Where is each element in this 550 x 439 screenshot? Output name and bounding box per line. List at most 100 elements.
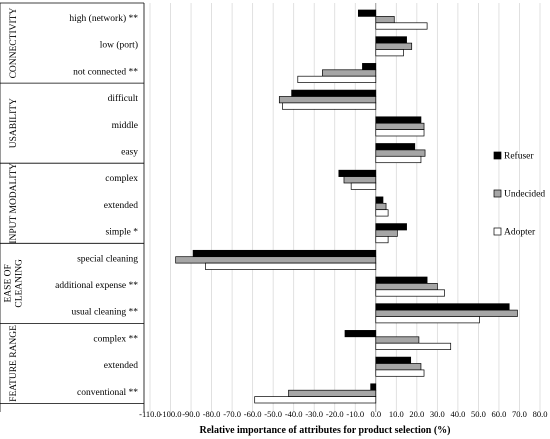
category-label: extended bbox=[104, 201, 139, 211]
bar-refuser bbox=[375, 196, 384, 204]
bar-adopter bbox=[375, 22, 428, 30]
category-label: not connected ** bbox=[73, 67, 138, 77]
x-tick-label: 10.0 bbox=[389, 409, 404, 419]
bar-adopter bbox=[375, 209, 389, 217]
legend-swatch-adopter bbox=[493, 227, 502, 236]
bar-refuser bbox=[375, 276, 428, 284]
x-tick-label: -80.0 bbox=[203, 409, 221, 419]
legend-label: Adopter bbox=[504, 228, 536, 238]
bar-refuser bbox=[375, 143, 416, 151]
group-label: CONNECTIVITY bbox=[9, 8, 19, 79]
bar-marks bbox=[175, 9, 518, 404]
legend-swatch-undecided bbox=[493, 189, 502, 198]
bar-undecided bbox=[375, 336, 420, 344]
bar-refuser bbox=[357, 9, 377, 17]
gridlines bbox=[149, 3, 541, 412]
category-label: extended bbox=[104, 361, 139, 371]
bar-undecided bbox=[288, 389, 377, 397]
x-tick-label: -20.0 bbox=[326, 409, 344, 419]
x-tick-label: -110.0 bbox=[139, 409, 161, 419]
category-label: additional expense ** bbox=[55, 281, 138, 291]
bar-adopter bbox=[375, 236, 389, 244]
category-label: high (network) ** bbox=[69, 13, 138, 24]
x-axis-label: Relative importance of attributes for pr… bbox=[200, 425, 451, 436]
x-tick-label: -40.0 bbox=[285, 409, 303, 419]
bar-refuser bbox=[375, 303, 510, 311]
legend-label: Refuser bbox=[504, 151, 534, 162]
bar-undecided bbox=[343, 176, 377, 184]
x-tick-label: 80.0 bbox=[533, 409, 548, 419]
bar-refuser bbox=[338, 169, 377, 177]
category-label: low (port) bbox=[100, 40, 138, 51]
bar-adopter bbox=[375, 316, 480, 324]
category-label: middle bbox=[112, 121, 138, 131]
category-labels: high (network) ** low (port) not connected… bbox=[55, 13, 138, 398]
category-label: simple * bbox=[106, 228, 139, 238]
bar-undecided bbox=[375, 122, 425, 130]
bar-adopter bbox=[254, 396, 377, 404]
x-tick-label: -60.0 bbox=[244, 409, 262, 419]
x-tick-label: -70.0 bbox=[223, 409, 241, 419]
x-tick-label: 0.0 bbox=[370, 409, 381, 419]
bar-undecided bbox=[375, 363, 422, 371]
bar-undecided bbox=[375, 229, 398, 237]
x-tick-label: 70.0 bbox=[512, 409, 527, 419]
bar-undecided bbox=[278, 96, 377, 104]
category-label: easy bbox=[121, 148, 138, 158]
bar-adopter bbox=[375, 342, 452, 350]
bar-undecided bbox=[375, 16, 395, 24]
x-tick-label: -50.0 bbox=[264, 409, 282, 419]
group-label: CLEANING bbox=[15, 259, 25, 308]
bar-refuser bbox=[192, 249, 377, 258]
bar-undecided bbox=[375, 149, 426, 157]
bar-adopter bbox=[350, 182, 377, 190]
bar-undecided bbox=[375, 309, 518, 317]
x-tick-label: 50.0 bbox=[471, 409, 486, 419]
x-tick-label: 40.0 bbox=[450, 409, 465, 419]
bar-adopter bbox=[375, 129, 425, 137]
bar-refuser bbox=[362, 63, 377, 71]
category-label: conventional ** bbox=[77, 388, 138, 398]
x-tick-label: -90.0 bbox=[182, 409, 200, 419]
bar-refuser bbox=[344, 330, 377, 338]
x-tick-labels: -110.0-100.0 -90.0 -80.0 -70.0 -60.0 -50.0 -40… bbox=[139, 409, 547, 419]
group-label: FEATURE RANGE bbox=[9, 325, 19, 402]
group-labels: CONNECTIVITY USABILITY INPUT MODALITY EASE … bbox=[0, 2, 145, 412]
category-label: usual cleaning ** bbox=[72, 308, 139, 318]
group-label: USABILITY bbox=[9, 98, 19, 148]
bar-adopter bbox=[375, 49, 404, 57]
bar-undecided bbox=[322, 69, 377, 77]
legend-swatch-refuser bbox=[493, 151, 502, 160]
legend: Refuser Undecided Adopter bbox=[493, 151, 545, 238]
x-tick-label: -10.0 bbox=[346, 409, 364, 419]
bar-refuser bbox=[375, 36, 407, 44]
bar-undecided bbox=[375, 202, 387, 211]
category-label: difficult bbox=[108, 93, 139, 104]
category-label: special cleaning bbox=[77, 254, 138, 264]
bar-refuser bbox=[375, 356, 412, 364]
x-tick-label: -100.0 bbox=[160, 409, 182, 419]
bar-undecided bbox=[175, 256, 377, 264]
bar-refuser bbox=[291, 89, 377, 97]
x-tick-label: 30.0 bbox=[430, 409, 445, 419]
x-tick-label: 20.0 bbox=[409, 409, 424, 419]
bar-adopter bbox=[375, 369, 425, 377]
bar-adopter bbox=[375, 155, 422, 164]
bar-refuser bbox=[375, 116, 422, 124]
bar-refuser bbox=[375, 223, 407, 231]
x-tick-label: 60.0 bbox=[492, 409, 507, 419]
group-label: EASE OF bbox=[4, 264, 14, 302]
bar-refuser bbox=[370, 383, 377, 391]
bar-adopter bbox=[297, 75, 377, 83]
bar-adopter bbox=[375, 289, 445, 297]
x-tick-label: -30.0 bbox=[305, 409, 323, 419]
category-label: complex ** bbox=[93, 334, 138, 344]
legend-label: Undecided bbox=[504, 190, 545, 200]
group-label: INPUT MODALITY bbox=[9, 163, 19, 244]
bar-undecided bbox=[375, 283, 438, 291]
bar-undecided bbox=[375, 42, 413, 50]
category-label: complex bbox=[105, 174, 138, 184]
bar-adopter bbox=[282, 102, 377, 110]
bar-adopter bbox=[205, 262, 377, 270]
